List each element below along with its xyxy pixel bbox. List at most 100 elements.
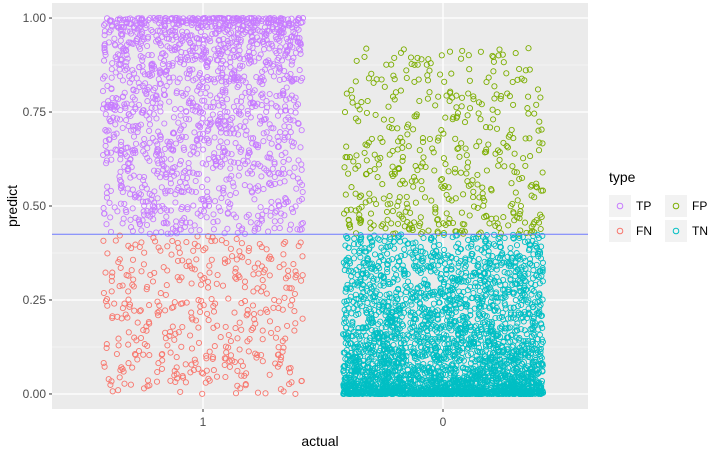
data-point [177,56,184,63]
data-point [154,170,161,177]
data-point [118,138,125,145]
data-point [139,16,146,24]
data-point [229,253,236,260]
data-point [389,163,396,170]
data-point [173,354,180,361]
data-point [175,329,182,336]
data-point [288,21,295,28]
data-point [175,184,182,191]
data-point [145,318,152,326]
data-point [127,174,134,181]
data-point [193,103,200,110]
data-point [294,101,302,108]
data-point [194,35,201,42]
data-point [258,102,265,109]
data-point [139,82,146,89]
data-point [121,150,128,158]
data-point [410,174,418,181]
data-point [188,21,195,29]
data-point [227,165,234,172]
data-point [227,245,234,252]
data-point [127,381,134,388]
data-point [210,211,217,218]
data-point [163,68,170,75]
data-point [129,256,137,263]
data-point [255,260,262,267]
data-point [214,218,221,225]
data-point [297,239,304,246]
data-point [117,177,124,184]
data-point [418,178,425,185]
data-point [169,225,176,232]
data-point [202,90,209,97]
data-point [217,125,225,132]
data-point [117,150,124,157]
data-point [241,298,249,305]
data-point [130,172,137,179]
data-point [278,210,285,217]
data-point [175,41,182,48]
data-point [222,118,229,125]
data-point [199,44,206,51]
data-point [279,348,286,355]
data-point [218,78,225,85]
data-point [140,261,147,268]
data-point [212,20,219,27]
data-point [173,170,180,177]
data-point [101,210,108,217]
data-point [183,262,190,270]
data-point [173,230,180,237]
data-point [245,150,252,157]
data-point [266,90,273,98]
data-point [299,219,306,227]
data-point [182,134,189,141]
data-point [204,278,212,285]
data-point [143,91,150,98]
data-point [162,52,169,59]
data-point [117,37,124,44]
data-point [144,154,151,161]
data-point [157,15,164,22]
data-point [223,239,230,247]
data-point [272,209,279,216]
data-point [155,312,162,319]
data-point [100,289,107,297]
data-point [245,348,252,355]
data-point [108,277,115,285]
data-point [155,160,162,167]
data-point [169,62,176,69]
data-point [121,300,128,307]
data-point [172,199,179,206]
data-point [146,190,153,197]
data-point [290,117,297,124]
data-point [256,220,263,228]
data-point [157,290,164,297]
data-point [222,373,229,381]
data-point [158,184,165,191]
data-point [248,33,255,40]
data-point [139,29,146,36]
data-point [197,207,204,214]
data-point [146,121,154,128]
data-point [289,58,296,65]
data-point [104,250,111,257]
data-point [101,42,108,49]
data-point [378,76,385,83]
data-point [226,363,233,370]
data-point [156,103,163,110]
data-point [136,220,143,227]
data-point [263,108,270,115]
data-point [295,39,302,46]
data-point [199,276,206,283]
data-point [404,131,411,138]
data-point [111,35,118,42]
data-point [246,244,253,252]
data-point [199,51,206,58]
data-point [231,358,238,366]
data-point [251,196,258,203]
data-point [252,350,259,357]
data-point [199,130,207,137]
data-point [183,20,190,27]
data-point [204,176,211,183]
data-point [123,272,130,279]
